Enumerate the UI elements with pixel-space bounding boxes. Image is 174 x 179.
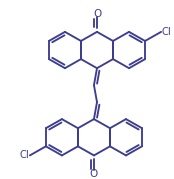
Text: O: O <box>90 169 98 179</box>
Text: Cl: Cl <box>161 27 171 37</box>
Text: O: O <box>93 9 101 19</box>
Text: Cl: Cl <box>20 150 30 160</box>
